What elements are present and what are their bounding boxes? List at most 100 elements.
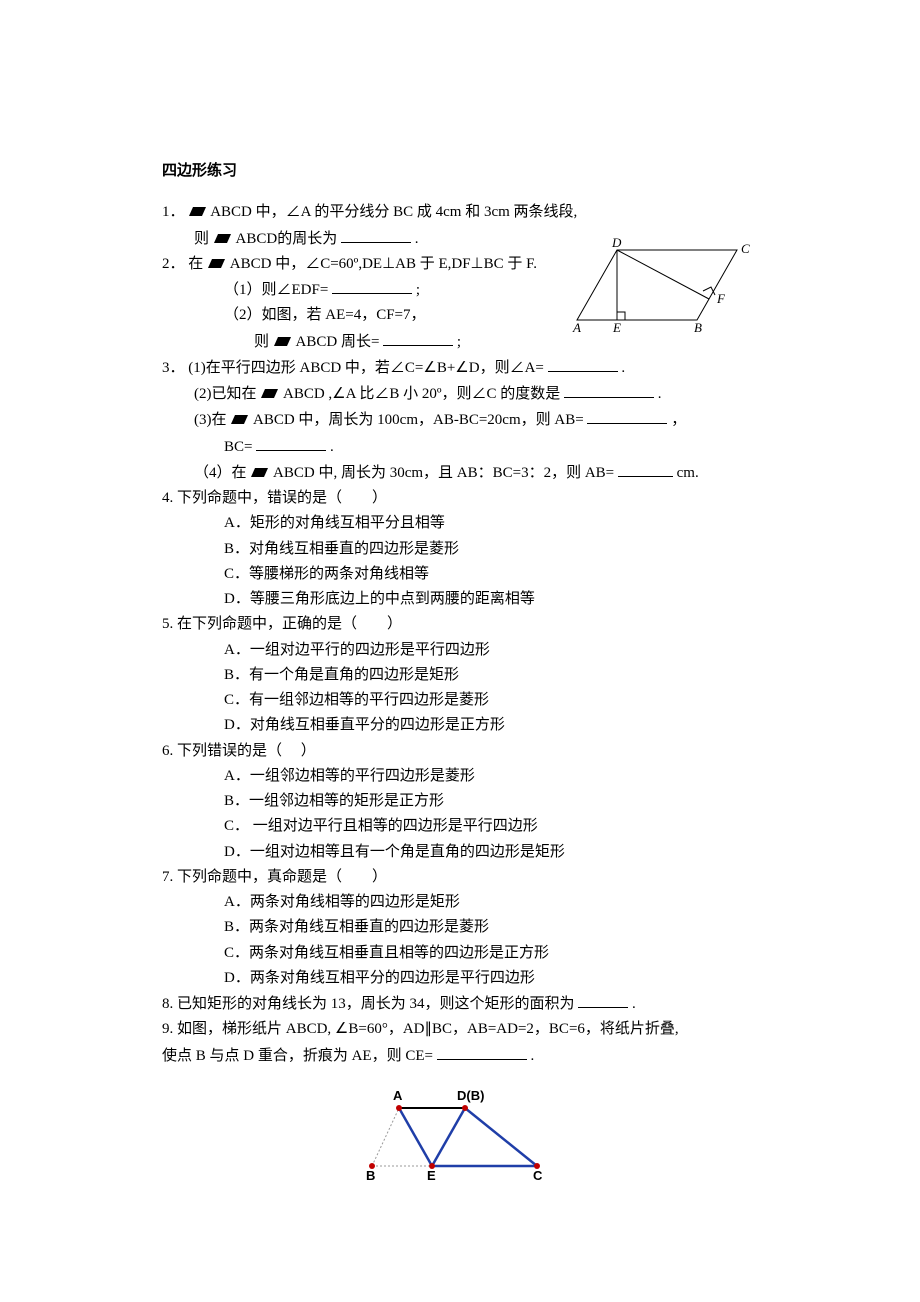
blank	[548, 356, 618, 372]
q2-s3a: 则	[254, 334, 269, 350]
parallelogram-icon	[214, 234, 231, 243]
q2-s2a: （2）如图，若 AE=4，CF=7，	[224, 307, 426, 323]
blank	[332, 278, 412, 294]
q3-p3-2: BC= .	[162, 435, 770, 459]
q9-a: 如图，梯形纸片 ABCD, ∠B=60°，AD∥BC，AB=AD=2，BC=6，…	[177, 1021, 679, 1037]
q5-num: 5.	[162, 616, 173, 632]
lbl-F: F	[716, 291, 726, 306]
q2-l1a: 在	[188, 256, 203, 272]
q5-c: C．有一组邻边相等的平行四边形是菱形	[162, 689, 770, 712]
blank	[587, 408, 667, 424]
blank	[437, 1044, 527, 1060]
parallelogram-icon	[189, 207, 206, 216]
q4-d: D．等腰三角形底边上的中点到两腰的距离相等	[162, 588, 770, 611]
q9-c: .	[530, 1048, 534, 1064]
q4-c: C．等腰梯形的两条对角线相等	[162, 563, 770, 586]
parallelogram-icon	[261, 389, 278, 398]
blank	[564, 382, 654, 398]
q3-num: 3．	[162, 360, 185, 376]
parallelogram-icon	[274, 337, 291, 346]
q3-p2a: (2)已知在	[194, 386, 257, 402]
q4-stem: 下列命题中，错误的是（ ）	[177, 490, 387, 506]
q1-l2c: .	[415, 231, 419, 247]
q6-num: 6.	[162, 743, 173, 759]
q3-p2b: ABCD ,∠A 比∠B 小 20º，则∠C 的度数是	[283, 386, 560, 402]
q8-b: .	[632, 996, 636, 1012]
q5-d: D．对角线互相垂直平分的四边形是正方形	[162, 714, 770, 737]
q2-s3b: ABCD 周长=	[296, 334, 380, 350]
blank	[383, 330, 453, 346]
lbl-C: C	[741, 241, 750, 256]
q3-p4a: （4）在	[194, 465, 247, 481]
question-8: 8. 已知矩形的对角线长为 13，周长为 34，则这个矩形的面积为 .	[162, 992, 770, 1016]
q3-p1b: .	[621, 360, 625, 376]
q2-sub3: 则 ABCD 周长= ;	[162, 330, 770, 354]
question-7: 7. 下列命题中，真命题是（ ）	[162, 866, 770, 889]
blank	[618, 461, 673, 477]
q5-a: A．一组对边平行的四边形是平行四边形	[162, 639, 770, 662]
parallelogram-icon	[208, 259, 225, 268]
q7-a: A．两条对角线相等的四边形是矩形	[162, 891, 770, 914]
q3-p2: (2)已知在 ABCD ,∠A 比∠B 小 20º，则∠C 的度数是 .	[162, 382, 770, 406]
q3-p3a: (3)在	[194, 412, 227, 428]
q3-p4: （4）在 ABCD 中, 周长为 30cm，且 AB：BC=3：2，则 AB= …	[162, 461, 770, 485]
q1-num: 1．	[162, 204, 185, 220]
q2-s1b: ;	[416, 282, 420, 298]
q6-stem: 下列错误的是（ ）	[177, 743, 316, 759]
q7-stem: 下列命题中，真命题是（ ）	[177, 869, 387, 885]
lbl9-B: B	[366, 1168, 375, 1181]
q4-a: A．矩形的对角线互相平分且相等	[162, 512, 770, 535]
question-3: 3． (1)在平行四边形 ABCD 中，若∠C=∠B+∠D，则∠A= .	[162, 356, 770, 380]
title: 四边形练习	[162, 160, 770, 183]
figure-q9: A D(B) B E C	[357, 1086, 557, 1181]
q7-d: D．两条对角线互相平分的四边形是平行四边形	[162, 967, 770, 990]
question-9: 9. 如图，梯形纸片 ABCD, ∠B=60°，AD∥BC，AB=AD=2，BC…	[162, 1018, 770, 1041]
q5-stem: 在下列命题中，正确的是（ ）	[177, 616, 402, 632]
q2-num: 2．	[162, 256, 185, 272]
parallelogram-icon	[231, 415, 248, 424]
q9-num: 9.	[162, 1021, 173, 1037]
question-4: 4. 下列命题中，错误的是（ ）	[162, 487, 770, 510]
question-2: 2． 在 ABCD 中，∠C=60º,DE⊥AB 于 E,DF⊥BC 于 F. …	[162, 253, 770, 276]
lbl9-E: E	[427, 1168, 436, 1181]
parallelogram-icon	[251, 468, 268, 477]
q7-b: B．两条对角线互相垂直的四边形是菱形	[162, 916, 770, 939]
blank	[341, 227, 411, 243]
q6-b: B．一组邻边相等的矩形是正方形	[162, 790, 770, 813]
lbl9-C: C	[533, 1168, 543, 1181]
q2-l1b: ABCD 中，∠C=60º,DE⊥AB 于 E,DF⊥BC 于 F.	[230, 256, 537, 272]
q7-num: 7.	[162, 869, 173, 885]
blank	[256, 435, 326, 451]
q3-p3c: ，	[671, 412, 686, 428]
lbl-E: E	[612, 320, 621, 333]
worksheet-page: 四边形练习 1． ABCD 中，∠A 的平分线分 BC 成 4cm 和 3cm …	[0, 0, 920, 1241]
q6-a: A．一组邻边相等的平行四边形是菱形	[162, 765, 770, 788]
question-1: 1． ABCD 中，∠A 的平分线分 BC 成 4cm 和 3cm 两条线段,	[162, 201, 770, 224]
lbl-A: A	[572, 320, 581, 333]
q3-p3b: ABCD 中，周长为 100cm，AB-BC=20cm，则 AB=	[253, 412, 584, 428]
q9-b: 使点 B 与点 D 重合，折痕为 AE，则 CE=	[162, 1048, 433, 1064]
q3-p1a: (1)在平行四边形 ABCD 中，若∠C=∠B+∠D，则∠A=	[188, 360, 544, 376]
q3-p4c: cm.	[677, 465, 699, 481]
q8-num: 8.	[162, 996, 173, 1012]
q5-b: B．有一个角是直角的四边形是矩形	[162, 664, 770, 687]
q2-s3c: ;	[457, 334, 461, 350]
q6-d: D．一组对边相等且有一个角是直角的四边形是矩形	[162, 841, 770, 864]
question-5: 5. 在下列命题中，正确的是（ ）	[162, 613, 770, 636]
q8-a: 已知矩形的对角线长为 13，周长为 34，则这个矩形的面积为	[177, 996, 575, 1012]
q2-s1a: （1）则∠EDF=	[224, 282, 328, 298]
q1-text-1: ABCD 中，∠A 的平分线分 BC 成 4cm 和 3cm 两条线段,	[210, 204, 577, 220]
lbl-D: D	[611, 235, 622, 250]
q9-line2: 使点 B 与点 D 重合，折痕为 AE，则 CE= .	[162, 1044, 770, 1068]
question-6: 6. 下列错误的是（ ）	[162, 740, 770, 763]
q7-c: C．两条对角线互相垂直且相等的四边形是正方形	[162, 942, 770, 965]
q3-p4b: ABCD 中, 周长为 30cm，且 AB：BC=3：2，则 AB=	[273, 465, 614, 481]
figure-q2: A B C D E F	[567, 235, 757, 333]
q3-p2c: .	[658, 386, 662, 402]
q3-p3: (3)在 ABCD 中，周长为 100cm，AB-BC=20cm，则 AB= ，	[162, 408, 770, 432]
q6-c: C． 一组对边平行且相等的四边形是平行四边形	[162, 815, 770, 838]
q4-num: 4.	[162, 490, 173, 506]
q3-p3d: BC=	[224, 439, 252, 455]
lbl9-A: A	[393, 1088, 403, 1103]
q4-b: B．对角线互相垂直的四边形是菱形	[162, 538, 770, 561]
